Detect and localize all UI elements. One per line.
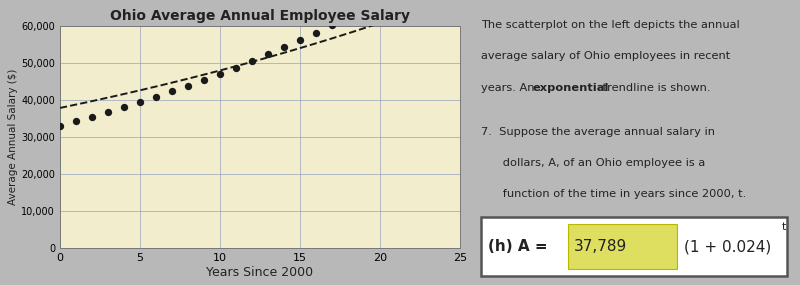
Text: (h) A =: (h) A =: [488, 239, 553, 254]
Point: [374, 0, 386, 2]
Point: [198, 78, 210, 82]
Point: [134, 100, 146, 104]
Text: exponential: exponential: [533, 83, 610, 93]
Point: [262, 52, 274, 57]
Point: [358, 6, 370, 11]
Point: [150, 95, 162, 99]
Point: [230, 65, 242, 70]
Point: [86, 115, 98, 119]
Text: function of the time in years since 2000, t.: function of the time in years since 2000…: [482, 189, 746, 199]
Point: [342, 15, 354, 19]
Text: years. An: years. An: [482, 83, 538, 93]
Point: [294, 38, 306, 42]
X-axis label: Years Since 2000: Years Since 2000: [206, 266, 314, 279]
Text: (1 + 0.024): (1 + 0.024): [684, 239, 771, 254]
Text: An approximate exponential formula is: An approximate exponential formula is: [482, 221, 725, 231]
Point: [182, 84, 194, 88]
Text: average salary of Ohio employees in recent: average salary of Ohio employees in rece…: [482, 51, 730, 61]
Point: [326, 23, 338, 27]
Text: 37,789: 37,789: [574, 239, 627, 254]
FancyBboxPatch shape: [482, 217, 786, 276]
Point: [214, 72, 226, 76]
Text: dollars, A, of an Ohio employee is a: dollars, A, of an Ohio employee is a: [482, 158, 706, 168]
Y-axis label: Average Annual Salary ($): Average Annual Salary ($): [9, 69, 18, 205]
Point: [54, 123, 66, 128]
Title: Ohio Average Annual Employee Salary: Ohio Average Annual Employee Salary: [110, 9, 410, 23]
Text: The scatterplot on the left depicts the annual: The scatterplot on the left depicts the …: [482, 20, 740, 30]
Point: [166, 89, 178, 93]
Point: [70, 119, 82, 124]
FancyBboxPatch shape: [568, 224, 677, 269]
Point: [310, 30, 322, 35]
Text: trendline is shown.: trendline is shown.: [599, 83, 710, 93]
Point: [278, 45, 290, 50]
Point: [118, 105, 130, 109]
Point: [246, 59, 258, 63]
Text: 7.  Suppose the average annual salary in: 7. Suppose the average annual salary in: [482, 127, 715, 137]
Text: t: t: [782, 221, 786, 232]
Point: [102, 110, 114, 114]
